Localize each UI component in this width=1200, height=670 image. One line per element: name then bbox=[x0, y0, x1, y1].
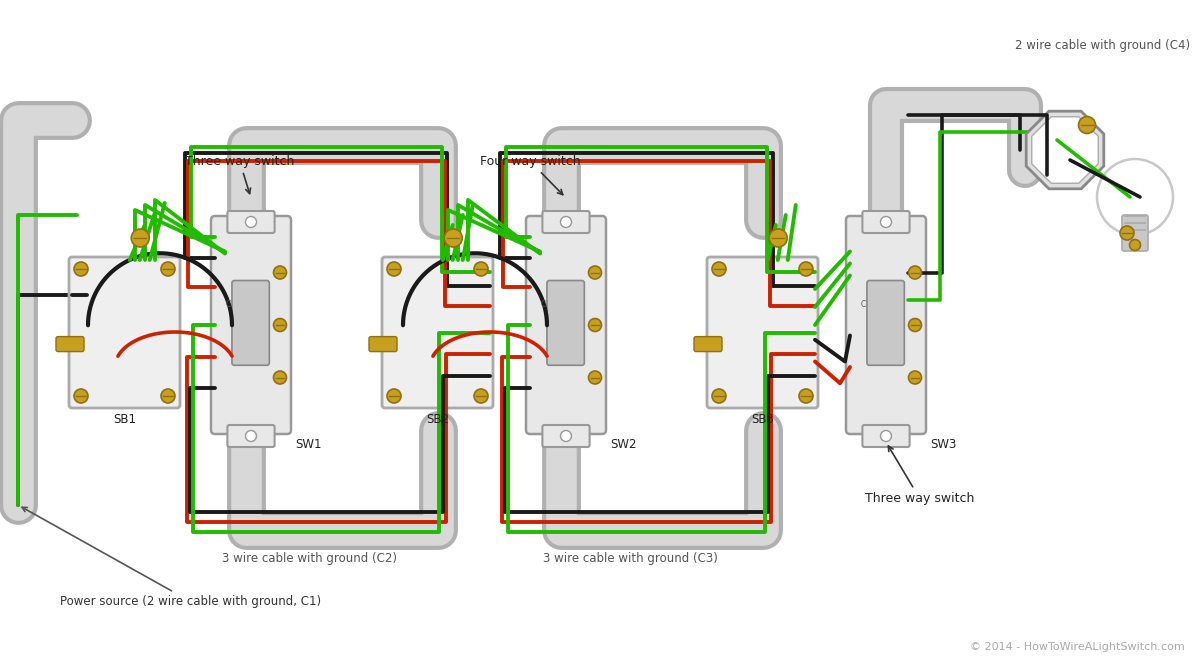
Circle shape bbox=[274, 318, 287, 332]
FancyBboxPatch shape bbox=[547, 281, 584, 365]
Circle shape bbox=[881, 216, 892, 228]
Circle shape bbox=[908, 318, 922, 332]
Text: Four way switch: Four way switch bbox=[480, 155, 581, 195]
Polygon shape bbox=[1026, 111, 1104, 189]
Circle shape bbox=[386, 262, 401, 276]
FancyBboxPatch shape bbox=[707, 257, 818, 408]
Text: 3 wire cable with ground (C3): 3 wire cable with ground (C3) bbox=[542, 552, 718, 565]
FancyBboxPatch shape bbox=[232, 281, 269, 365]
Text: 2 wire cable with ground (C4): 2 wire cable with ground (C4) bbox=[1015, 38, 1190, 52]
FancyBboxPatch shape bbox=[863, 425, 910, 447]
Polygon shape bbox=[1032, 117, 1098, 184]
Text: Three way switch: Three way switch bbox=[865, 446, 974, 505]
Text: SB2: SB2 bbox=[426, 413, 449, 426]
Text: C: C bbox=[860, 299, 865, 308]
Circle shape bbox=[588, 371, 601, 384]
Circle shape bbox=[1129, 239, 1140, 251]
Text: 3 wire cable with ground (C2): 3 wire cable with ground (C2) bbox=[222, 552, 397, 565]
Circle shape bbox=[1097, 159, 1174, 235]
Circle shape bbox=[274, 371, 287, 384]
FancyBboxPatch shape bbox=[370, 336, 397, 352]
Circle shape bbox=[246, 216, 257, 228]
Text: Three way switch: Three way switch bbox=[185, 155, 294, 194]
FancyBboxPatch shape bbox=[846, 216, 926, 434]
FancyBboxPatch shape bbox=[542, 211, 589, 233]
Circle shape bbox=[386, 389, 401, 403]
Circle shape bbox=[161, 389, 175, 403]
FancyBboxPatch shape bbox=[211, 216, 290, 434]
FancyBboxPatch shape bbox=[1122, 215, 1148, 251]
FancyBboxPatch shape bbox=[866, 281, 905, 365]
Circle shape bbox=[74, 262, 88, 276]
Text: C: C bbox=[226, 299, 230, 308]
FancyBboxPatch shape bbox=[542, 425, 589, 447]
Circle shape bbox=[474, 389, 488, 403]
Text: C: C bbox=[540, 299, 546, 308]
FancyBboxPatch shape bbox=[863, 211, 910, 233]
Circle shape bbox=[588, 318, 601, 332]
FancyBboxPatch shape bbox=[70, 257, 180, 408]
FancyBboxPatch shape bbox=[694, 336, 722, 352]
Circle shape bbox=[1079, 117, 1096, 133]
FancyBboxPatch shape bbox=[526, 216, 606, 434]
Text: Power source (2 wire cable with ground, C1): Power source (2 wire cable with ground, … bbox=[22, 507, 322, 608]
Circle shape bbox=[712, 262, 726, 276]
FancyBboxPatch shape bbox=[382, 257, 493, 408]
Text: SB3: SB3 bbox=[751, 413, 774, 426]
Circle shape bbox=[560, 431, 571, 442]
Circle shape bbox=[1120, 226, 1134, 240]
Text: SW1: SW1 bbox=[295, 438, 322, 451]
Circle shape bbox=[769, 229, 787, 247]
Circle shape bbox=[246, 431, 257, 442]
Circle shape bbox=[444, 229, 462, 247]
FancyBboxPatch shape bbox=[228, 425, 275, 447]
Circle shape bbox=[799, 262, 814, 276]
Text: SW3: SW3 bbox=[930, 438, 956, 451]
Circle shape bbox=[712, 389, 726, 403]
Circle shape bbox=[131, 229, 149, 247]
Circle shape bbox=[560, 216, 571, 228]
Circle shape bbox=[274, 266, 287, 279]
FancyBboxPatch shape bbox=[56, 336, 84, 352]
Circle shape bbox=[161, 262, 175, 276]
Circle shape bbox=[908, 266, 922, 279]
Circle shape bbox=[474, 262, 488, 276]
Text: SW2: SW2 bbox=[610, 438, 636, 451]
Circle shape bbox=[74, 389, 88, 403]
Circle shape bbox=[881, 431, 892, 442]
Circle shape bbox=[908, 371, 922, 384]
Circle shape bbox=[799, 389, 814, 403]
FancyBboxPatch shape bbox=[228, 211, 275, 233]
Text: © 2014 - HowToWireALightSwitch.com: © 2014 - HowToWireALightSwitch.com bbox=[971, 642, 1186, 652]
Text: SB1: SB1 bbox=[113, 413, 136, 426]
Circle shape bbox=[588, 266, 601, 279]
